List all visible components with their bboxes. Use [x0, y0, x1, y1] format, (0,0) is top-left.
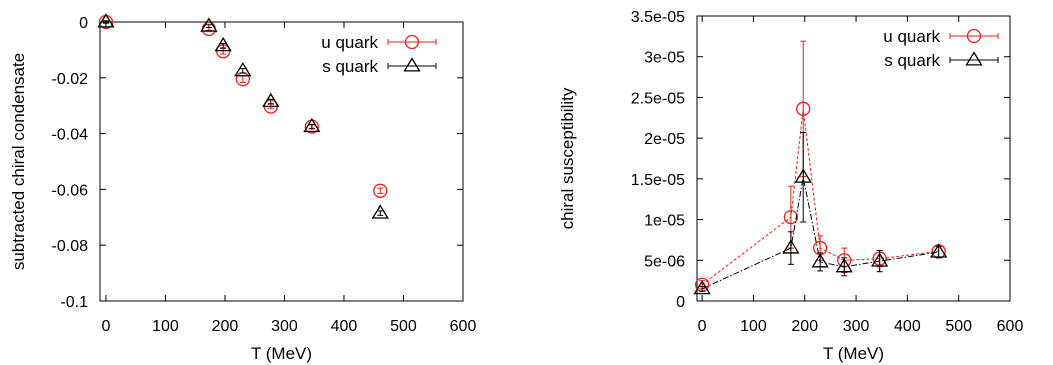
x-tick-label: 400: [331, 318, 358, 335]
series-s-quark: [693, 131, 948, 295]
y-tick-label: -0.04: [52, 127, 89, 144]
y-tick-label: 2e-05: [644, 131, 685, 148]
data-point: [214, 36, 232, 52]
data-point: [303, 117, 321, 133]
legend-label: s quark: [322, 57, 378, 76]
x-tick-label: 400: [894, 318, 921, 335]
y-tick-label: -0.02: [52, 71, 89, 88]
y-tick-label: -0.1: [60, 294, 88, 311]
x-tick-label: 100: [740, 318, 767, 335]
x-tick-label: 200: [791, 318, 818, 335]
data-point: [796, 101, 811, 116]
y-tick-label: 0: [79, 15, 88, 32]
y-tick-label: -0.08: [52, 238, 89, 255]
y-axis-label: chiral susceptibility: [558, 87, 577, 229]
plot-frame: [696, 15, 1011, 302]
y-axis-label: subtracted chiral condensate: [9, 53, 28, 270]
x-axis-label: T (MeV): [823, 344, 884, 363]
x-tick-label: 200: [212, 318, 239, 335]
data-point: [97, 13, 115, 28]
data-point: [930, 243, 948, 258]
x-tick-label: 500: [390, 318, 417, 335]
legend-label: u quark: [321, 33, 378, 52]
data-point: [693, 280, 711, 295]
x-tick-label: 300: [843, 318, 870, 335]
plot-frame: [99, 21, 464, 302]
data-point: [835, 258, 853, 273]
data-point: [200, 17, 218, 32]
x-tick-label: 0: [698, 318, 707, 335]
x-axis-label: T (MeV): [251, 344, 312, 363]
data-point: [262, 92, 280, 108]
legend-marker: [966, 28, 982, 44]
data-point: [783, 209, 799, 225]
x-tick-label: 600: [450, 318, 477, 335]
x-tick-label: 100: [152, 318, 179, 335]
y-tick-label: 1.5e-05: [631, 172, 685, 189]
y-tick-label: 5e-06: [644, 253, 685, 270]
y-tick-label: 2.5e-05: [631, 90, 685, 107]
legend-marker: [965, 51, 983, 66]
series-s-quark: [97, 13, 389, 219]
y-tick-label: 0: [676, 294, 685, 311]
data-point: [371, 204, 389, 219]
data-point: [794, 168, 812, 183]
legend-marker: [404, 34, 420, 50]
x-tick-label: 600: [997, 318, 1024, 335]
legend-label: u quark: [883, 27, 940, 46]
legend-label: s quark: [884, 51, 940, 70]
data-point: [782, 239, 800, 254]
legend-marker: [403, 57, 421, 72]
series-line: [701, 177, 939, 290]
y-tick-label: -0.06: [52, 182, 89, 199]
y-tick-label: 3.5e-05: [631, 9, 685, 26]
x-tick-label: 500: [945, 318, 972, 335]
right-plot-susceptibility: 0 100 200 300 400 500 600 0 5e-06 1e-05 1.5e-05 2e-…: [558, 9, 1023, 363]
y-tick-label: 3e-05: [644, 50, 685, 67]
data-point: [811, 253, 829, 268]
y-tick-label: 1e-05: [644, 213, 685, 230]
data-point: [871, 252, 889, 267]
x-tick-label: 300: [271, 318, 298, 335]
left-plot-condensate: 0 100 200 300 400 500 600 0 -0.02 -0.04 -0.06 -0.08…: [9, 13, 477, 363]
data-point: [234, 62, 252, 77]
x-tick-label: 0: [101, 318, 110, 335]
data-point: [373, 183, 388, 198]
